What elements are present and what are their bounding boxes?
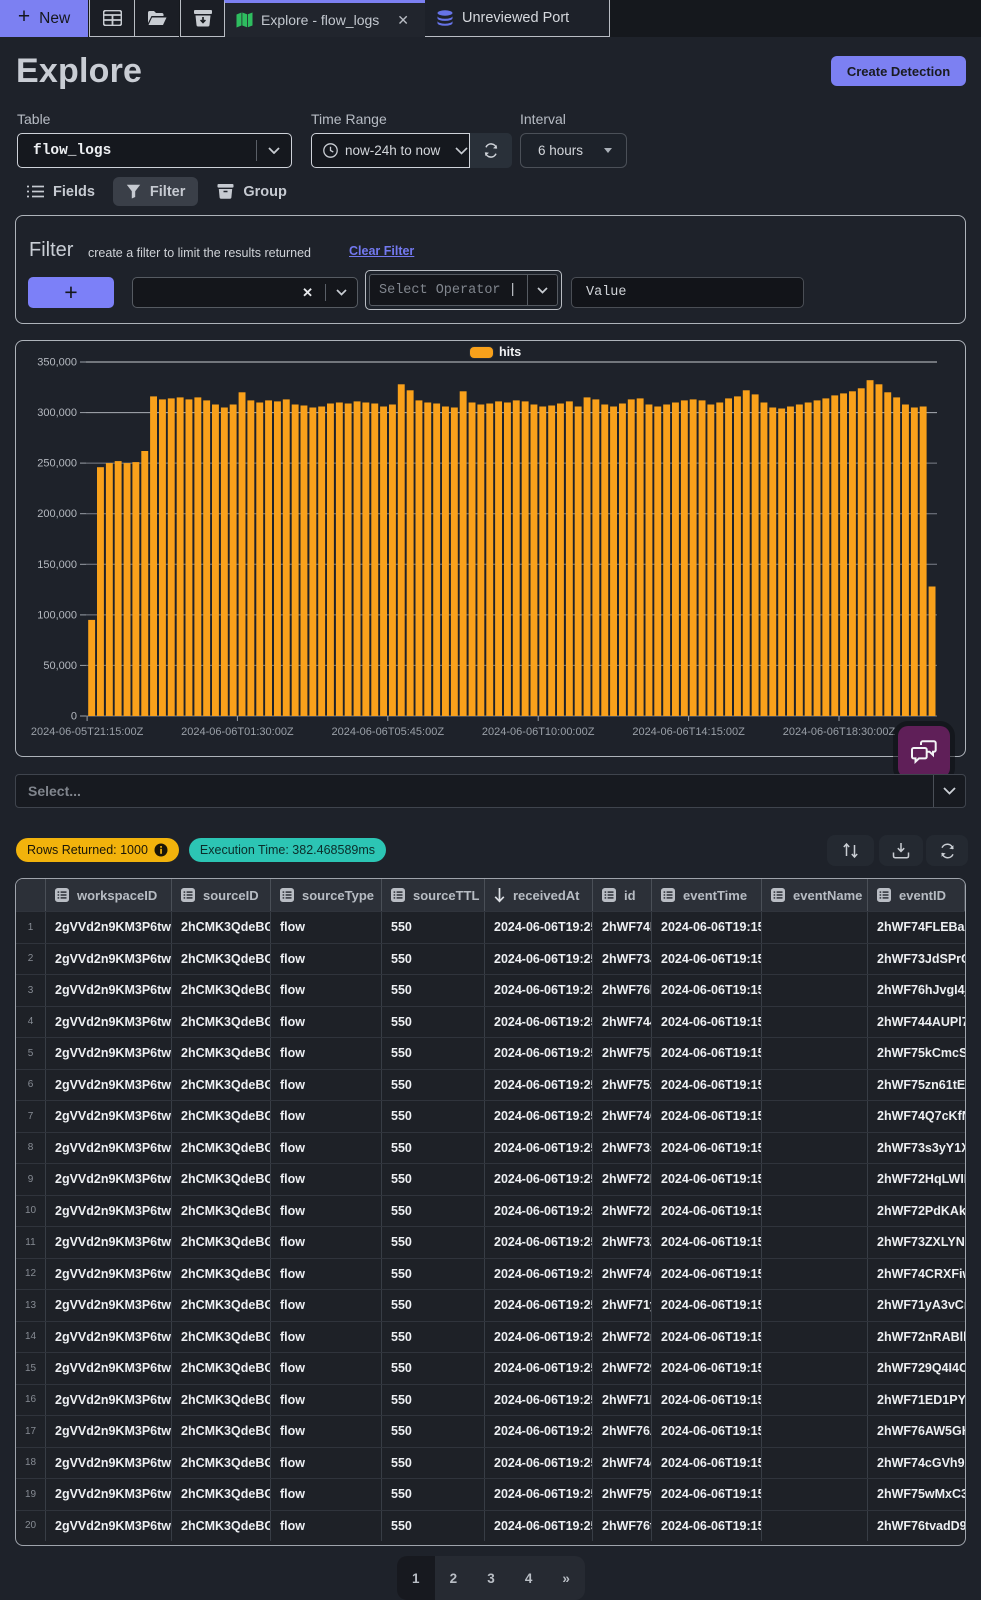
svg-text:2024-06-06T10:00:00Z: 2024-06-06T10:00:00Z — [482, 726, 595, 738]
svg-text:0: 0 — [71, 711, 77, 723]
svg-text:300,000: 300,000 — [37, 407, 77, 419]
svg-text:50,000: 50,000 — [43, 660, 77, 672]
svg-text:200,000: 200,000 — [37, 508, 77, 520]
svg-text:2024-06-05T21:15:00Z: 2024-06-05T21:15:00Z — [31, 726, 144, 738]
svg-text:250,000: 250,000 — [37, 458, 77, 470]
svg-text:350,000: 350,000 — [37, 357, 77, 369]
svg-text:150,000: 150,000 — [37, 559, 77, 571]
svg-text:2024-06-06T14:15:00Z: 2024-06-06T14:15:00Z — [632, 726, 745, 738]
svg-text:2024-06-06T01:30:00Z: 2024-06-06T01:30:00Z — [181, 726, 294, 738]
svg-text:100,000: 100,000 — [37, 609, 77, 621]
svg-text:2024-06-06T05:45:00Z: 2024-06-06T05:45:00Z — [332, 726, 445, 738]
svg-text:2024-06-06T18:30:00Z: 2024-06-06T18:30:00Z — [783, 726, 896, 738]
